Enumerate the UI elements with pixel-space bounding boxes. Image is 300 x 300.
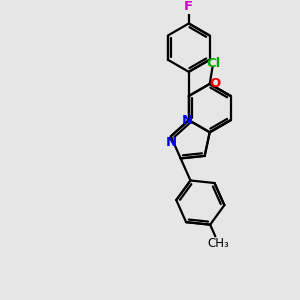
Text: CH₃: CH₃ — [208, 237, 230, 250]
Text: F: F — [184, 0, 193, 13]
Text: N: N — [182, 114, 193, 127]
Text: O: O — [209, 77, 220, 90]
Text: Cl: Cl — [207, 57, 221, 70]
Text: N: N — [165, 136, 176, 148]
